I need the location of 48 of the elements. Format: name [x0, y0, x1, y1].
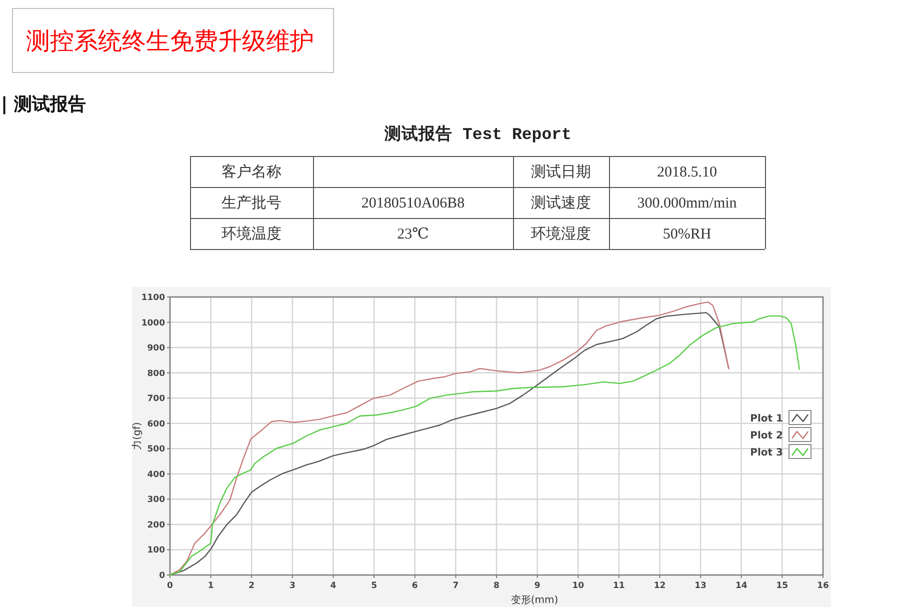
x-tick-label: 13	[694, 581, 707, 591]
x-tick-label: 9	[534, 581, 540, 591]
chart-title: 测试报告 Test Report	[384, 124, 572, 144]
y-tick-label: 600	[147, 419, 166, 430]
text: 测控系统终生免费升级维护	[26, 28, 314, 55]
x-tick-label: 2	[248, 581, 255, 591]
x-tick-label: 12	[654, 581, 666, 591]
legend-label: Plot 3	[750, 448, 784, 458]
y-tick-label: 400	[147, 470, 166, 480]
x-tick-label: 15	[776, 581, 788, 591]
legend-label: Plot 1	[750, 414, 784, 424]
y-tick-label: 700	[147, 394, 166, 404]
text: 2018.5.10	[657, 164, 717, 180]
y-tick-label: 900	[147, 344, 166, 354]
y-tick-label: 1100	[141, 293, 166, 303]
text: | 测试报告	[1, 94, 86, 115]
x-tick-label: 5	[371, 581, 378, 591]
text: 50%RH	[662, 226, 712, 242]
y-tick-label: 200	[147, 520, 166, 530]
text: 20180510A06B8	[361, 196, 465, 212]
text: 客户名称	[222, 164, 282, 180]
text: 环境温度	[222, 226, 282, 242]
x-tick-label: 3	[289, 581, 296, 591]
x-tick-label: 11	[613, 581, 625, 591]
text: 生产批号	[222, 194, 282, 212]
text: 环境湿度	[531, 226, 591, 242]
text: 300.000mm/min	[637, 196, 738, 212]
y-axis-title: 力(gf)	[131, 422, 143, 450]
x-tick-label: 0	[167, 581, 174, 591]
y-tick-label: 300	[147, 495, 166, 506]
x-tick-label: 14	[735, 581, 748, 591]
x-tick-label: 8	[494, 581, 500, 591]
y-tick-label: 0	[159, 571, 166, 581]
x-tick-label: 4	[330, 581, 336, 591]
y-tick-label: 500	[147, 444, 166, 455]
text: 测试日期	[531, 164, 591, 180]
text: 23℃	[397, 226, 429, 242]
x-tick-label: 7	[452, 581, 459, 591]
x-tick-label: 6	[412, 581, 418, 591]
legend-label: Plot 2	[750, 430, 784, 442]
x-tick-label: 16	[817, 581, 829, 591]
x-tick-label: 10	[572, 581, 584, 591]
y-tick-label: 1000	[141, 318, 166, 328]
x-tick-label: 1	[208, 581, 214, 591]
x-axis-title: 变形(mm)	[510, 594, 558, 606]
y-tick-label: 100	[147, 546, 166, 556]
y-tick-label: 800	[147, 368, 166, 379]
text: 测试速度	[531, 194, 591, 212]
